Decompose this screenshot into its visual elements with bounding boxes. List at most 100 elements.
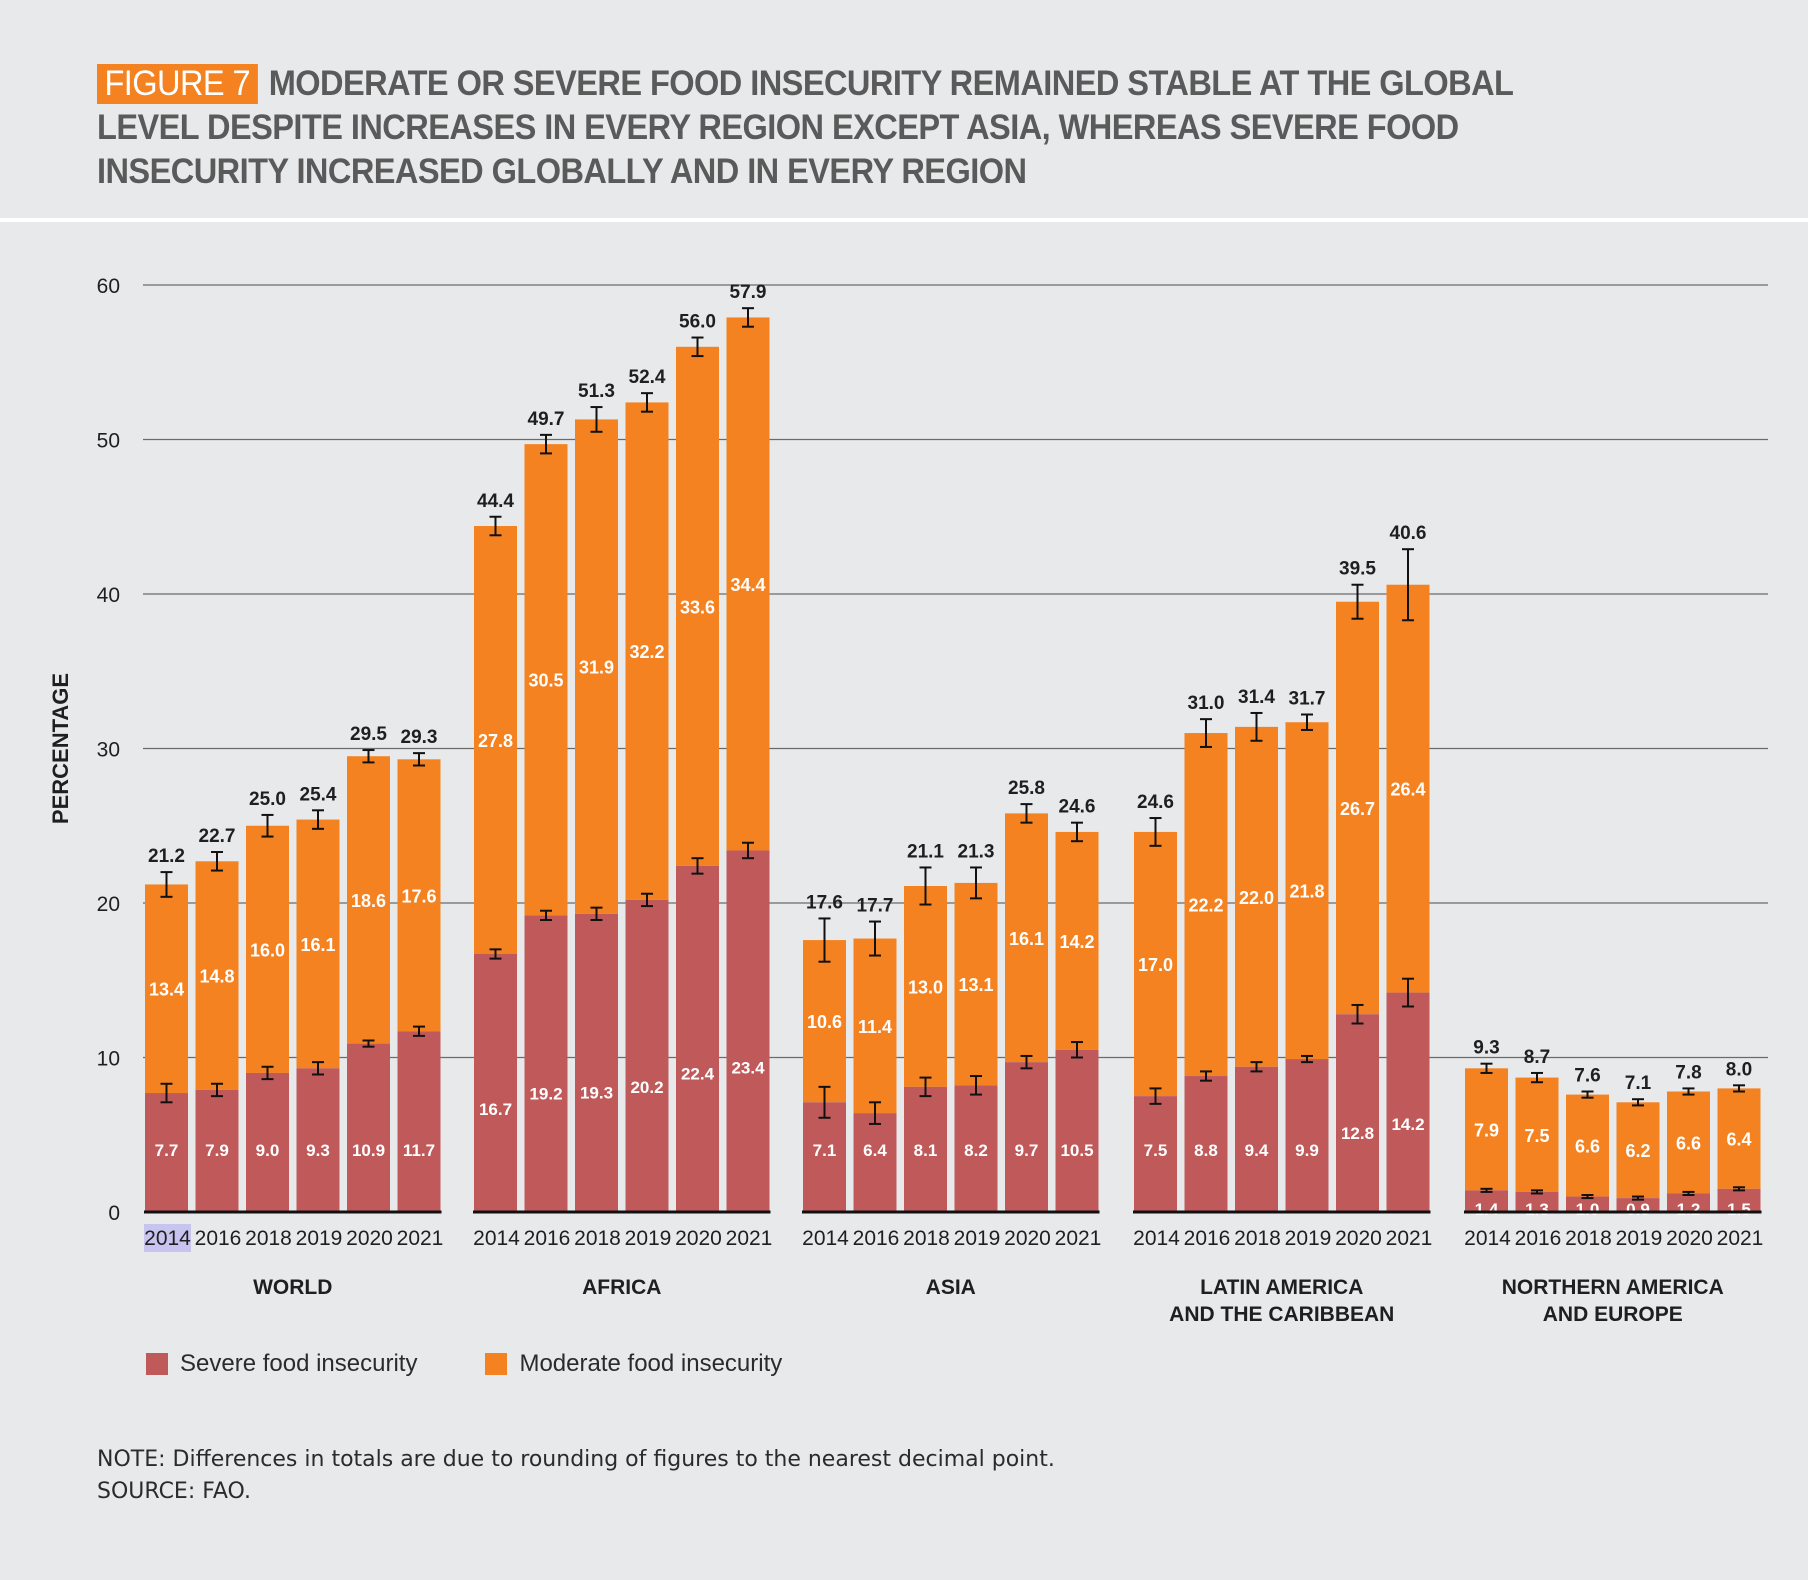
group-label: NORTHERN AMERICA — [1502, 1276, 1724, 1299]
x-tick-label: 2014 — [144, 1227, 191, 1250]
total-value-label: 8.0 — [1726, 1059, 1752, 1080]
x-tick-label: 2016 — [1184, 1227, 1231, 1250]
x-tick-label: 2020 — [1004, 1227, 1051, 1250]
moderate-value-label: 32.2 — [629, 642, 664, 662]
x-tick-label: 2019 — [1616, 1227, 1663, 1250]
bar-moderate — [1184, 733, 1228, 1077]
bar-severe — [676, 865, 719, 1212]
x-tick-label: 2018 — [1234, 1227, 1281, 1250]
bar-severe — [1134, 1096, 1177, 1212]
group-label: ASIA — [926, 1276, 976, 1299]
total-value-label: 17.7 — [857, 896, 894, 917]
bar-severe — [1717, 1188, 1761, 1212]
bar-severe — [575, 913, 618, 1212]
bar-severe — [296, 1068, 340, 1212]
x-tick-label: 2018 — [245, 1227, 292, 1250]
total-value-label: 7.8 — [1675, 1062, 1701, 1083]
bar-moderate — [1134, 831, 1177, 1097]
total-value-label: 17.6 — [806, 892, 843, 913]
total-value-label: 29.3 — [401, 727, 438, 748]
total-value-label: 25.8 — [1008, 778, 1045, 799]
bar-moderate — [726, 317, 770, 851]
moderate-value-label: 17.0 — [1138, 955, 1173, 975]
severe-value-label: 11.7 — [403, 1141, 435, 1160]
chart-area: 0 10 20 30 40 50 60 PERCENTAGE 21.2 13.4 7.7 2014 22… — [0, 222, 1808, 1580]
x-tick-label: 2019 — [296, 1227, 343, 1250]
bar-moderate — [1386, 584, 1430, 993]
x-tick-label: 2020 — [675, 1227, 722, 1250]
moderate-value-label: 17.6 — [401, 886, 436, 906]
bar-moderate — [1055, 831, 1099, 1050]
bar-moderate — [625, 402, 669, 900]
severe-value-label: 10.5 — [1060, 1141, 1093, 1160]
bar-moderate — [1465, 1068, 1508, 1191]
source-text: SOURCE: FAO. — [97, 1479, 251, 1504]
severe-value-label: 9.4 — [1245, 1141, 1269, 1160]
moderate-value-label: 11.4 — [858, 1017, 892, 1037]
x-tick-label: 2021 — [1386, 1227, 1433, 1250]
bar-severe — [1667, 1193, 1710, 1212]
bar-moderate — [474, 526, 517, 954]
total-value-label: 7.6 — [1574, 1065, 1600, 1086]
bar-moderate — [1336, 601, 1379, 1015]
moderate-value-label: 7.5 — [1524, 1126, 1549, 1146]
bar-severe — [474, 953, 517, 1212]
x-tick-label: 2021 — [397, 1227, 444, 1250]
group-label: AFRICA — [582, 1276, 661, 1299]
bar-severe — [1616, 1198, 1660, 1212]
bar-severe — [1005, 1062, 1048, 1212]
bar-moderate — [524, 444, 568, 916]
x-tick-label: 2014 — [473, 1227, 520, 1250]
bar-severe — [1285, 1059, 1329, 1212]
moderate-value-label: 22.2 — [1188, 896, 1223, 916]
moderate-value-label: 10.6 — [807, 1012, 842, 1032]
y-tick-label: 10 — [97, 1048, 120, 1071]
total-value-label: 24.6 — [1137, 792, 1174, 813]
bar-severe — [1465, 1190, 1508, 1212]
x-tick-label: 2018 — [903, 1227, 950, 1250]
moderate-value-label: 18.6 — [351, 891, 386, 911]
severe-value-label: 20.2 — [630, 1078, 663, 1097]
severe-value-label: 22.4 — [681, 1065, 715, 1084]
bar-severe — [904, 1086, 947, 1212]
legend: Severe food insecurity Moderate food ins… — [146, 1349, 850, 1379]
group-label: LATIN AMERICA — [1200, 1276, 1363, 1299]
x-tick-label: 2020 — [346, 1227, 393, 1250]
bar-moderate — [1616, 1102, 1660, 1199]
legend-swatch-severe — [146, 1353, 168, 1375]
severe-value-label: 9.9 — [1295, 1141, 1319, 1160]
moderate-value-label: 6.6 — [1575, 1137, 1600, 1157]
bar-moderate — [1717, 1088, 1761, 1189]
severe-value-label: 8.2 — [964, 1141, 988, 1160]
bar-moderate — [853, 938, 897, 1114]
bar-severe — [1386, 992, 1430, 1212]
severe-value-label: 12.8 — [1341, 1124, 1374, 1143]
severe-value-label: 9.3 — [306, 1141, 330, 1160]
moderate-value-label: 13.4 — [149, 980, 184, 1000]
bar-moderate — [347, 756, 390, 1044]
legend-label-severe: Severe food insecurity — [180, 1350, 418, 1377]
total-value-label: 52.4 — [629, 367, 666, 388]
x-tick-label: 2021 — [726, 1227, 773, 1250]
moderate-value-label: 6.2 — [1625, 1141, 1650, 1161]
x-tick-label: 2014 — [802, 1227, 849, 1250]
highlighted-tick-box — [144, 1224, 191, 1252]
bar-moderate — [1515, 1077, 1559, 1192]
severe-value-label: 1.4 — [1475, 1200, 1499, 1219]
moderate-value-label: 34.4 — [730, 575, 765, 595]
total-value-label: 44.4 — [477, 491, 514, 512]
bar-severe — [726, 850, 770, 1212]
y-tick-label: 50 — [97, 430, 120, 453]
severe-value-label: 23.4 — [731, 1058, 765, 1077]
bar-severe — [1566, 1196, 1609, 1212]
moderate-value-label: 22.0 — [1239, 888, 1274, 908]
bar-moderate — [296, 819, 340, 1069]
x-tick-label: 2020 — [1335, 1227, 1382, 1250]
total-value-label: 56.0 — [679, 312, 716, 333]
moderate-value-label: 33.6 — [680, 597, 715, 617]
bar-severe — [1055, 1049, 1099, 1212]
bar-severe — [1184, 1076, 1228, 1212]
total-value-label: 21.1 — [907, 841, 944, 862]
legend-item-severe: Severe food insecurity — [146, 1350, 417, 1378]
x-tick-label: 2020 — [1666, 1227, 1713, 1250]
